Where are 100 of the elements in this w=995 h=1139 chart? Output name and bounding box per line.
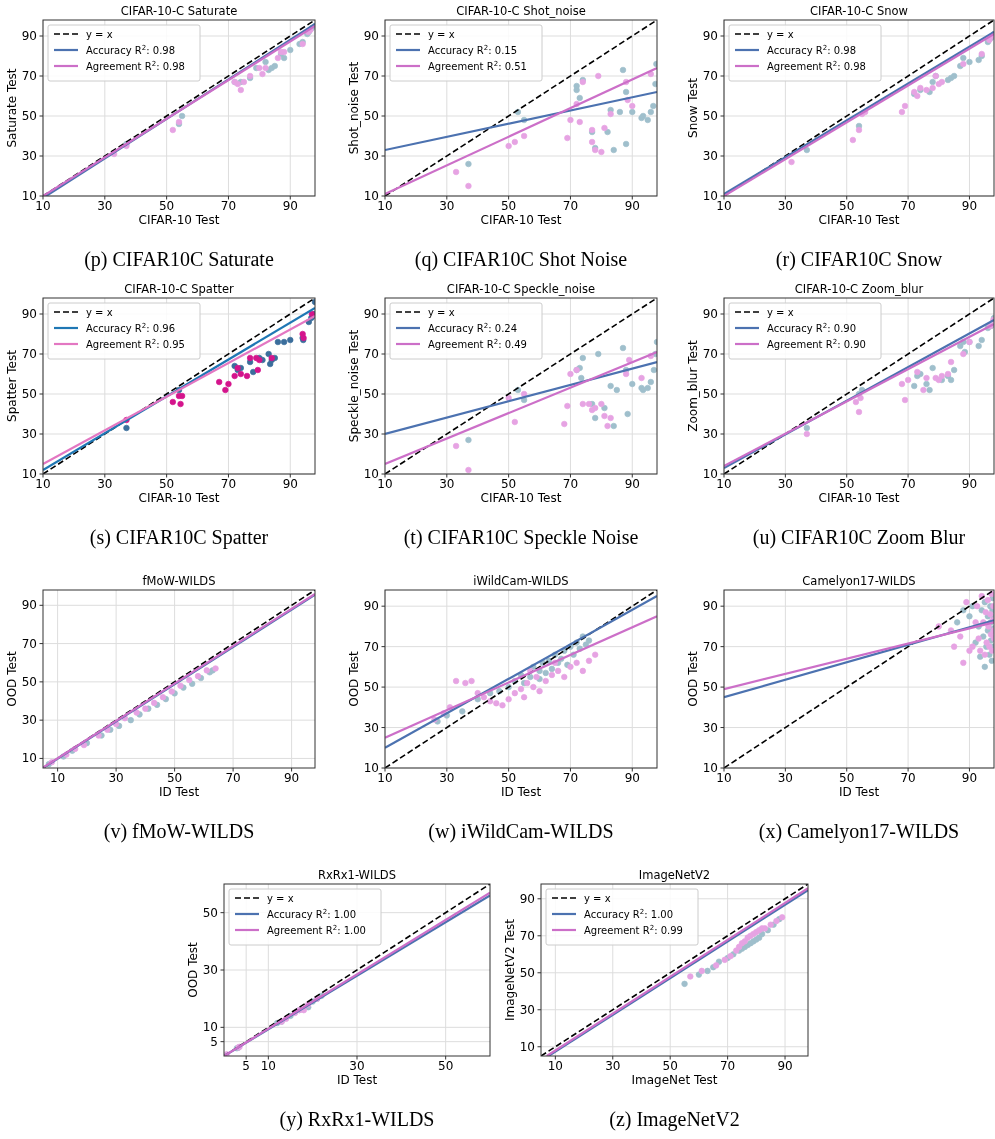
x-tick-label: 90 [961, 771, 978, 785]
y-axis-title: OOD Test [186, 941, 200, 998]
legend-label: Agreement R$^{2}$: 0.90 [767, 338, 866, 350]
y-tick-label: 50 [363, 109, 379, 123]
y-tick-label: 30 [21, 713, 37, 728]
x-tick-label: 70 [220, 477, 237, 491]
x-tick-label: 10 [377, 771, 393, 785]
legend-label: Accuracy R$^{2}$: 0.98 [767, 44, 857, 56]
y-tick-label: 50 [363, 387, 379, 401]
y-tick-label: 50 [21, 109, 37, 123]
x-tick-label: 10 [377, 199, 393, 213]
y-tick-label: 90 [21, 307, 37, 321]
x-tick-label: 90 [624, 771, 640, 785]
x-axis-title: CIFAR-10 Test [138, 213, 220, 227]
x-tick-label: 50 [839, 477, 855, 491]
x-tick-label: 10 [377, 477, 393, 491]
y-tick-label: 50 [21, 387, 37, 401]
y-tick-label: 50 [702, 680, 718, 695]
y-tick-label: 30 [363, 720, 379, 735]
legend-label: Accuracy R$^{2}$: 0.15 [428, 44, 518, 56]
y-tick-label: 70 [363, 69, 379, 83]
x-tick-label: 30 [108, 771, 124, 785]
x-axis-title: CIFAR-10 Test [138, 491, 220, 505]
y-axis-title: Saturate Test [5, 68, 19, 148]
x-tick-label: 10 [716, 477, 732, 491]
x-tick-label: 90 [777, 1059, 793, 1073]
legend-label: Accuracy R$^{2}$: 1.00 [267, 908, 357, 920]
y-tick-label: 10 [702, 761, 718, 775]
x-tick-label: 30 [777, 199, 793, 213]
y-tick-label: 50 [363, 680, 379, 695]
legend-label: y = x [267, 893, 294, 904]
chart-title: CIFAR-10-C Shot_noise [456, 4, 586, 18]
x-axis-title: ID Test [158, 785, 200, 799]
y-tick-label: 30 [21, 149, 37, 163]
y-tick-label: 50 [21, 674, 37, 689]
y-tick-label: 50 [519, 965, 535, 980]
y-tick-label: 70 [21, 69, 37, 83]
y-tick-label: 90 [363, 29, 379, 43]
y-axis-title: Snow Test [686, 77, 700, 138]
x-tick-label: 30 [97, 199, 113, 213]
text: (p) CIFAR10C Saturate [84, 248, 274, 271]
x-tick-label: 10 [716, 771, 732, 785]
chart-title: CIFAR-10-C Speckle_noise [446, 282, 596, 296]
legend-label: y = x [86, 307, 113, 318]
y-tick-label: 70 [519, 928, 535, 943]
x-tick-label: 90 [283, 771, 300, 785]
y-axis-title: Spatter Test [5, 349, 19, 422]
y-tick-label: 70 [363, 639, 379, 654]
x-axis-title: ID Test [336, 1073, 378, 1087]
text: (y) RxRx1-WILDS [279, 1108, 435, 1131]
x-tick-label: 30 [605, 1059, 621, 1073]
x-tick-label: 70 [719, 1059, 736, 1073]
y-axis-title: OOD Test [5, 650, 19, 707]
y-tick-label: 10 [21, 751, 37, 766]
y-tick-label: 50 [702, 109, 718, 123]
x-tick-label: 5 [242, 1059, 250, 1073]
x-tick-label: 70 [562, 477, 579, 491]
x-axis-title: CIFAR-10 Test [480, 491, 562, 505]
x-tick-label: 30 [97, 477, 113, 491]
y-tick-label: 10 [363, 467, 379, 481]
x-tick-label: 90 [624, 477, 640, 491]
legend-label: y = x [767, 307, 794, 318]
x-tick-label: 50 [159, 199, 175, 213]
text: (w) iWildCam-WILDS [428, 820, 614, 843]
x-tick-label: 90 [282, 199, 298, 213]
y-tick-label: 30 [702, 720, 718, 735]
y-axis-title: ImageNetV2 Test [503, 918, 517, 1021]
y-tick-label: 10 [702, 467, 718, 481]
chart-title: CIFAR-10-C Saturate [120, 4, 238, 18]
x-tick-label: 50 [501, 771, 517, 785]
legend-label: Accuracy R$^{2}$: 1.00 [584, 908, 674, 920]
text: (x) Camelyon17-WILDS [758, 820, 960, 843]
x-tick-label: 70 [220, 199, 237, 213]
y-tick-label: 5 [210, 1034, 218, 1049]
x-tick-label: 50 [166, 771, 183, 785]
x-axis-title: CIFAR-10 Test [480, 213, 562, 227]
y-tick-label: 70 [702, 347, 718, 361]
y-tick-label: 90 [702, 29, 718, 43]
x-tick-label: 70 [562, 199, 579, 213]
legend-label: Agreement R$^{2}$: 0.98 [86, 60, 185, 72]
y-tick-label: 90 [702, 599, 718, 614]
y-tick-label: 70 [21, 636, 37, 651]
x-tick-label: 10 [35, 199, 51, 213]
x-tick-label: 90 [624, 199, 640, 213]
text: (t) CIFAR10C Speckle Noise [403, 526, 639, 549]
x-tick-label: 10 [260, 1059, 276, 1073]
x-axis-title: CIFAR-10 Test [818, 213, 900, 227]
y-axis-title: Speckle_noise Test [347, 329, 361, 443]
legend-label: Agreement R$^{2}$: 1.00 [267, 924, 366, 936]
x-tick-label: 90 [282, 477, 298, 491]
x-tick-label: 30 [777, 477, 793, 491]
y-tick-label: 10 [519, 1039, 535, 1054]
x-tick-label: 10 [35, 477, 51, 491]
x-tick-label: 50 [501, 199, 517, 213]
x-tick-label: 50 [839, 771, 855, 785]
text: (z) ImageNetV2 [609, 1108, 740, 1131]
y-tick-label: 70 [702, 69, 718, 83]
y-tick-label: 10 [702, 189, 718, 203]
y-tick-label: 90 [702, 307, 718, 321]
legend-label: Accuracy R$^{2}$: 0.96 [86, 322, 176, 334]
